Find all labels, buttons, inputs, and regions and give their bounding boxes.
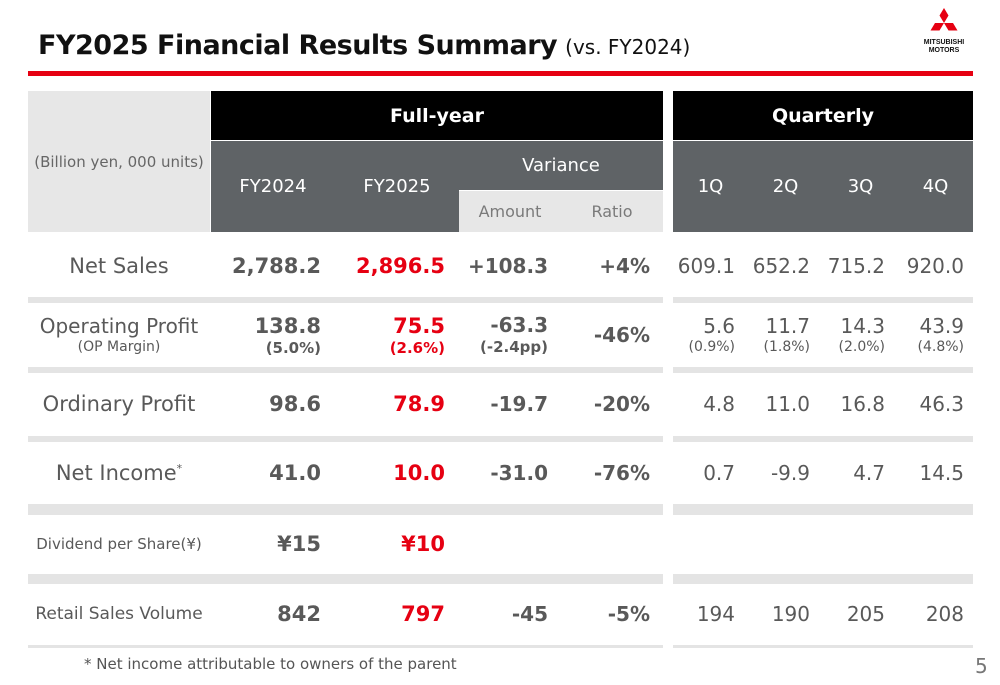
net-sales-fy2024: 2,788.2 [231,253,321,278]
retail-sales-q4: 208 [925,602,964,626]
row-divider [673,367,973,373]
net-sales-q3: 715.2 [827,253,885,278]
row-divider [673,574,973,584]
net-income-amount: -31.0 [490,460,548,485]
operating-profit-fy2025: 75.5 (2.6%) [389,313,445,357]
retail-sales-q1: 194 [696,602,735,626]
row-divider [673,504,973,515]
operating-profit-fy2024: 138.8 (5.0%) [254,313,321,357]
header-q4: 4Q [898,141,973,232]
header-amount: Amount [459,191,561,232]
company-logo: MITSUBISHI MOTORS [916,8,972,63]
header-fullyear: Full-year [211,91,663,140]
ordinary-profit-amount: -19.7 [490,392,548,416]
row-divider [28,645,663,648]
operating-profit-amount: -63.3 (-2.4pp) [480,313,548,357]
row-label-retail-sales: Retail Sales Volume [35,603,203,624]
title-text: FY2025 Financial Results Summary [38,30,558,61]
header-quarterly: Quarterly [673,91,973,140]
three-diamonds-icon [930,8,958,31]
operating-profit-ratio: -46% [593,322,650,347]
header-variance: Variance [459,141,663,190]
operating-profit-q4: 43.9 (4.8%) [917,313,965,355]
footnote-marker: * [176,461,183,475]
row-divider [28,297,663,303]
page-title: FY2025 Financial Results Summary (vs. FY2… [38,30,690,61]
net-sales-amount: +108.3 [467,253,548,278]
row-divider [673,297,973,303]
header-q2: 2Q [748,141,823,232]
operating-profit-q3: 14.3 (2.0%) [838,313,886,355]
row-label-net-income: Net Income* [55,460,183,485]
operating-profit-q2: 11.7 (1.8%) [763,313,811,355]
unit-label: (Billion yen, 000 units) [28,91,210,232]
net-sales-fy2025: 2,896.5 [355,253,445,278]
net-income-q1: 0.7 [703,460,735,485]
net-income-fy2025: 10.0 [393,460,445,485]
dividend-fy2024: ¥15 [277,532,321,557]
ordinary-profit-ratio: -20% [593,392,650,416]
retail-sales-q2: 190 [771,602,810,626]
ordinary-profit-q2: 11.0 [765,392,810,416]
net-income-q3: 4.7 [853,460,885,485]
header-q1: 1Q [673,141,748,232]
retail-sales-amount: -45 [511,602,548,626]
row-divider [28,436,663,442]
net-income-ratio: -76% [593,460,650,485]
title-subtitle: (vs. FY2024) [565,35,691,59]
row-divider [28,504,663,515]
retail-sales-q3: 205 [846,602,885,626]
net-sales-q2: 652.2 [752,253,810,278]
operating-profit-q1: 5.6 (0.9%) [688,313,736,355]
header-ratio: Ratio [561,191,663,232]
net-income-fy2024: 41.0 [269,460,321,485]
net-income-q4: 14.5 [919,460,964,485]
retail-sales-ratio: -5% [607,602,650,626]
row-label-ordinary-profit: Ordinary Profit [42,392,196,417]
row-divider [673,645,973,648]
net-income-q2: -9.9 [770,460,810,485]
row-divider [28,574,663,584]
net-sales-ratio: +4% [599,253,650,278]
ordinary-profit-fy2025: 78.9 [393,392,445,417]
title-underline [28,71,973,76]
row-label-net-sales: Net Sales [69,253,169,278]
ordinary-profit-q1: 4.8 [703,392,735,416]
logo-text-2: MOTORS [928,47,960,54]
page-number: 5 [975,654,988,678]
row-label-operating-profit: Operating Profit (OP Margin) [39,313,199,355]
row-divider [28,367,663,373]
ordinary-profit-q3: 16.8 [840,392,885,416]
ordinary-profit-q4: 46.3 [919,392,964,416]
net-sales-q4: 920.0 [906,253,964,278]
row-label-dividend: Dividend per Share(¥) [36,535,202,554]
header-q3: 3Q [823,141,898,232]
retail-sales-fy2025: 797 [401,602,445,627]
header-fy2025: FY2025 [335,141,459,232]
header-fy2024: FY2024 [211,141,335,232]
ordinary-profit-fy2024: 98.6 [269,392,321,417]
retail-sales-fy2024: 842 [277,602,321,627]
dividend-fy2025: ¥10 [401,532,445,557]
logo-text-1: MITSUBISHI [923,39,965,46]
row-divider [673,436,973,442]
footnote: * Net income attributable to owners of t… [84,655,457,673]
net-sales-q1: 609.1 [677,253,735,278]
